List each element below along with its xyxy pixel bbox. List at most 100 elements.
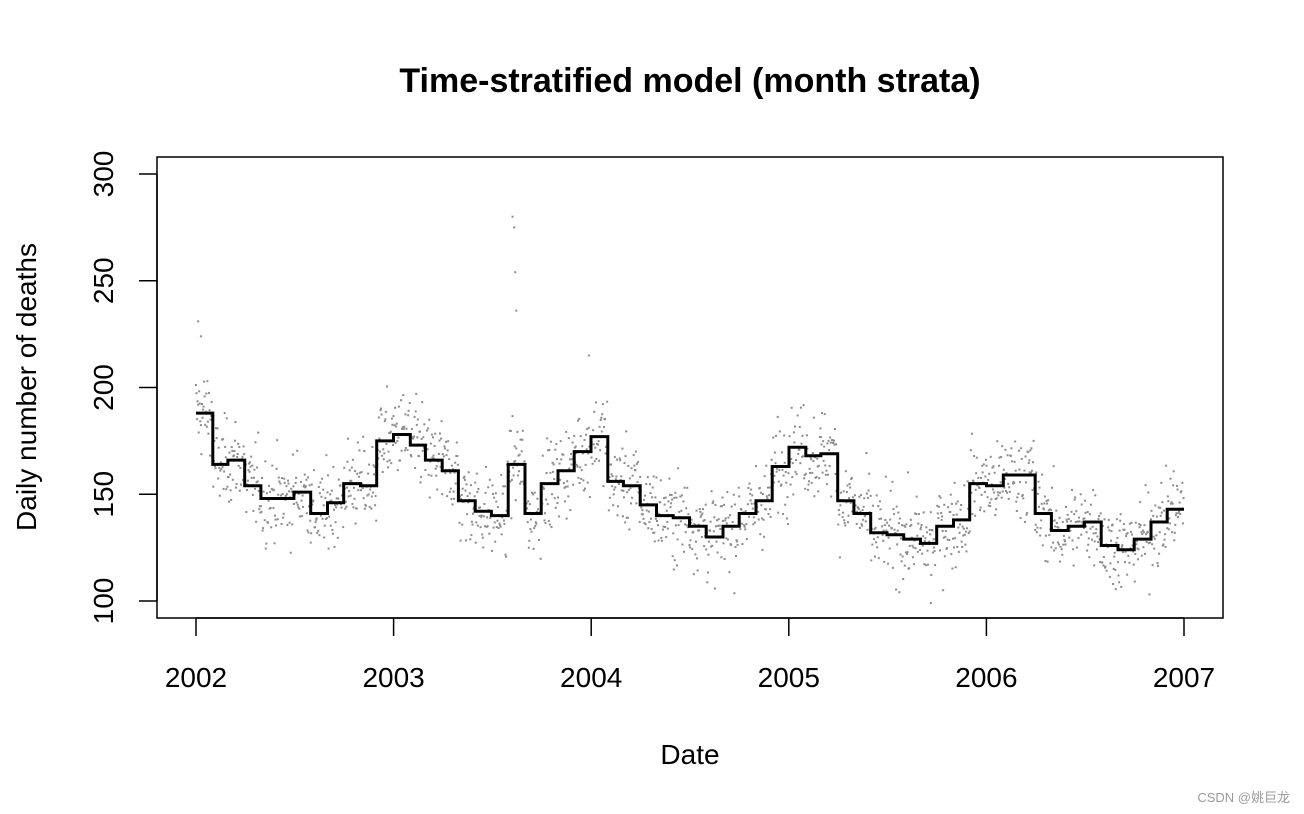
- data-point: [543, 519, 546, 522]
- data-point: [1065, 506, 1067, 508]
- data-point: [665, 536, 668, 539]
- data-point: [700, 514, 703, 517]
- data-point: [565, 430, 568, 433]
- data-point: [821, 412, 823, 415]
- data-point: [939, 549, 941, 552]
- data-point: [242, 445, 245, 448]
- data-point: [772, 481, 775, 484]
- data-point: [249, 465, 252, 468]
- data-point: [1170, 502, 1172, 505]
- data-point: [692, 573, 695, 576]
- data-point: [625, 430, 628, 433]
- data-point: [956, 545, 959, 548]
- data-point: [555, 458, 558, 461]
- data-point: [773, 474, 776, 477]
- data-point: [704, 503, 707, 506]
- data-point: [1023, 521, 1026, 523]
- data-point: [508, 429, 511, 432]
- data-point: [652, 531, 655, 534]
- data-point: [618, 457, 621, 460]
- data-point: [1155, 534, 1158, 537]
- data-point: [1092, 532, 1095, 535]
- data-point: [316, 531, 319, 534]
- data-point: [1069, 529, 1072, 532]
- data-point: [878, 517, 881, 520]
- data-point: [494, 492, 497, 495]
- data-point: [1002, 468, 1005, 471]
- data-point: [290, 487, 293, 490]
- data-point: [801, 434, 804, 437]
- data-point: [1072, 548, 1075, 551]
- data-point: [1056, 526, 1059, 529]
- data-point: [1027, 461, 1030, 464]
- data-point: [356, 441, 359, 444]
- data-point: [554, 506, 557, 509]
- data-point: [616, 458, 618, 461]
- data-point: [575, 464, 578, 467]
- data-point: [397, 405, 400, 408]
- data-point: [262, 490, 265, 493]
- data-point: [911, 556, 914, 559]
- data-point: [832, 441, 835, 444]
- data-point: [1003, 486, 1006, 489]
- data-point: [516, 430, 519, 433]
- data-point: [797, 452, 800, 455]
- data-point: [1161, 544, 1164, 547]
- data-point: [980, 493, 983, 496]
- data-point: [1079, 493, 1082, 496]
- data-point: [245, 511, 248, 513]
- data-point: [221, 438, 223, 441]
- data-point: [868, 472, 871, 475]
- data-point: [917, 522, 920, 525]
- data-point: [840, 491, 842, 494]
- data-point: [533, 527, 536, 530]
- data-point: [1078, 520, 1081, 523]
- data-point: [829, 436, 832, 439]
- data-point: [258, 508, 261, 511]
- data-point: [339, 484, 342, 487]
- data-point: [1164, 545, 1167, 548]
- data-point: [610, 473, 613, 476]
- data-point: [996, 440, 999, 443]
- data-point: [468, 492, 471, 495]
- data-point: [1056, 541, 1059, 544]
- data-point: [1059, 545, 1062, 548]
- data-point: [419, 481, 422, 484]
- data-point: [248, 470, 251, 473]
- data-point: [573, 446, 576, 449]
- data-point: [824, 464, 827, 467]
- data-point: [1039, 534, 1042, 537]
- data-point: [698, 529, 701, 532]
- data-point: [784, 471, 787, 473]
- data-point: [955, 502, 958, 505]
- data-point: [946, 547, 948, 550]
- data-point: [819, 427, 822, 430]
- data-point: [209, 418, 212, 421]
- data-point: [566, 485, 569, 488]
- data-point: [719, 505, 722, 508]
- data-point: [349, 479, 352, 482]
- data-point: [849, 501, 852, 504]
- data-point: [901, 524, 904, 527]
- data-point: [669, 506, 672, 509]
- data-point: [846, 484, 849, 487]
- data-point: [950, 502, 953, 505]
- data-point: [206, 420, 209, 423]
- data-point: [699, 515, 702, 518]
- data-point: [695, 509, 698, 512]
- data-point: [1074, 496, 1077, 499]
- data-point: [825, 469, 828, 472]
- data-point: [860, 523, 863, 526]
- data-point: [473, 495, 476, 498]
- data-point: [480, 515, 483, 518]
- data-point: [963, 484, 966, 487]
- data-point: [1015, 510, 1018, 512]
- data-point: [363, 507, 366, 510]
- data-point: [568, 458, 571, 461]
- data-point: [798, 448, 801, 451]
- data-point: [272, 507, 275, 510]
- data-point: [1093, 540, 1096, 543]
- data-point: [463, 478, 466, 481]
- data-point: [1098, 515, 1101, 518]
- data-point: [777, 480, 780, 483]
